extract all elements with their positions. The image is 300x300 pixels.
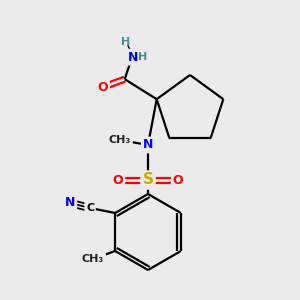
Text: CH₃: CH₃ (109, 135, 131, 145)
Text: N: N (143, 139, 153, 152)
Text: CH₃: CH₃ (82, 254, 104, 264)
Text: N: N (65, 196, 75, 209)
Text: H: H (121, 37, 130, 47)
Text: O: O (173, 173, 183, 187)
Text: H: H (138, 52, 147, 62)
Text: C: C (86, 203, 94, 213)
Text: N: N (128, 51, 138, 64)
Text: O: O (113, 173, 123, 187)
Text: S: S (142, 172, 154, 188)
Text: O: O (98, 81, 108, 94)
